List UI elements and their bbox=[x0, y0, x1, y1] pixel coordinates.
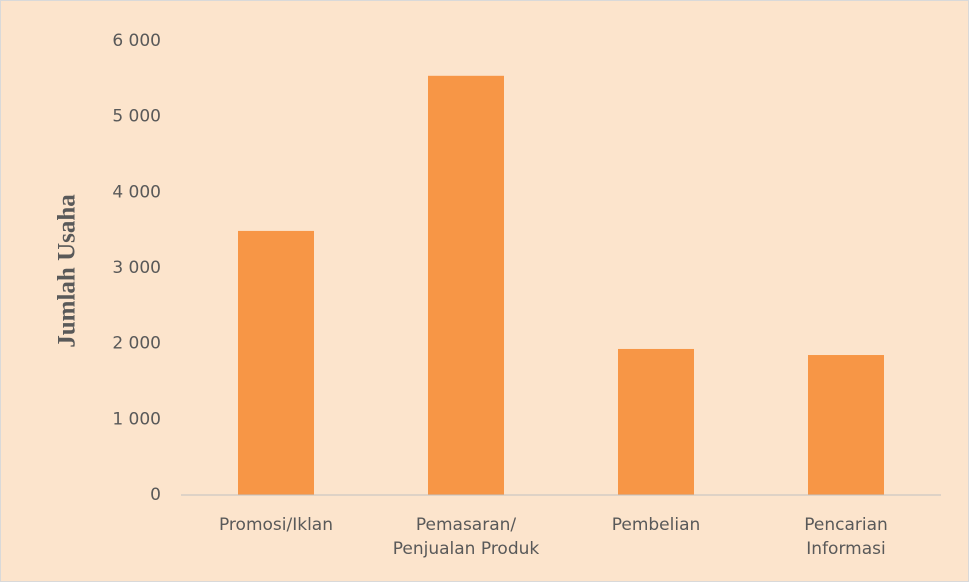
x-tick-label: Pencarian Informasi bbox=[804, 515, 888, 559]
y-tick-label: 3 000 bbox=[112, 258, 161, 278]
y-tick-label: 5 000 bbox=[112, 107, 161, 127]
bar bbox=[808, 355, 884, 495]
y-tick-label: 6 000 bbox=[112, 31, 161, 51]
y-tick-label: 4 000 bbox=[112, 182, 161, 202]
bar bbox=[238, 230, 314, 495]
bar bbox=[428, 75, 504, 495]
y-tick-label: 2 000 bbox=[112, 334, 161, 354]
bar bbox=[618, 348, 694, 495]
x-tick-label: Pembelian bbox=[611, 515, 701, 535]
x-tick-label: Pemasaran/ Penjualan Produk bbox=[392, 515, 540, 559]
x-tick-label: Promosi/Iklan bbox=[218, 515, 333, 535]
y-tick-label: 1 000 bbox=[112, 409, 161, 429]
y-axis-label: Jumlah Usaha bbox=[54, 194, 81, 348]
y-tick-label: 0 bbox=[150, 485, 161, 505]
